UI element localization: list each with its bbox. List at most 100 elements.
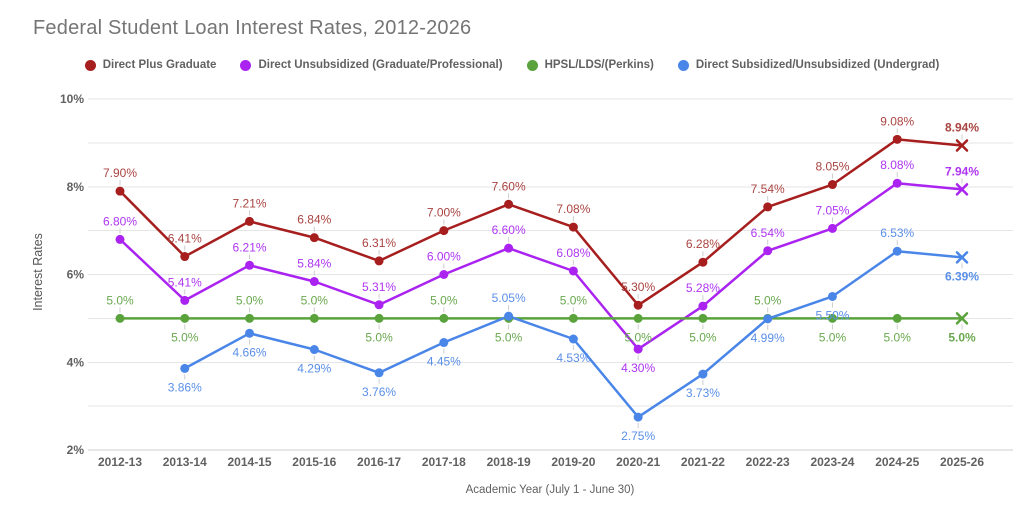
data-label: 5.0% <box>301 293 329 307</box>
data-label: 4.29% <box>297 362 331 376</box>
data-label: 8.05% <box>815 160 849 174</box>
data-point[interactable] <box>309 277 319 287</box>
data-label: 8.08% <box>880 158 914 172</box>
x-tick-label: 2015-16 <box>292 455 336 469</box>
data-point[interactable] <box>504 243 514 253</box>
data-point[interactable] <box>309 313 319 323</box>
data-point[interactable] <box>827 223 837 233</box>
data-label: 2.75% <box>621 429 655 443</box>
data-label: 6.84% <box>297 213 331 227</box>
data-point[interactable] <box>374 256 384 266</box>
data-point-x-marker[interactable] <box>955 312 969 325</box>
data-point[interactable] <box>633 344 643 354</box>
data-label: 5.31% <box>362 280 396 294</box>
data-label: 5.05% <box>492 291 526 305</box>
data-label: 7.54% <box>751 182 785 196</box>
data-point[interactable] <box>698 301 708 311</box>
data-point[interactable] <box>504 199 514 209</box>
data-point[interactable] <box>633 313 643 323</box>
data-point[interactable] <box>439 313 449 323</box>
legend-item-label: HPSL/LDS/(Perkins) <box>544 59 654 71</box>
data-label: 7.05% <box>815 203 849 217</box>
legend-item-0[interactable]: Direct Plus Graduate <box>84 59 217 71</box>
data-point[interactable] <box>115 234 125 244</box>
data-label: 5.0% <box>430 293 458 307</box>
data-point[interactable] <box>115 313 125 323</box>
data-point-x-marker[interactable] <box>955 251 969 264</box>
x-tick-label: 2016-17 <box>357 455 401 469</box>
data-point[interactable] <box>245 260 255 270</box>
data-label: 5.0% <box>624 330 652 344</box>
data-point[interactable] <box>568 313 578 323</box>
data-label: 6.39% <box>945 269 979 283</box>
x-tick-label: 2017-18 <box>422 455 466 469</box>
data-point[interactable] <box>763 314 773 324</box>
data-point[interactable] <box>439 338 449 348</box>
data-point[interactable] <box>439 270 449 279</box>
data-label: 5.0% <box>495 330 523 344</box>
x-tick-label: 2019-20 <box>551 455 595 469</box>
x-axis-title: Academic Year (July 1 - June 30) <box>465 484 635 496</box>
data-label: 8.94% <box>945 121 979 135</box>
data-point[interactable] <box>504 311 514 321</box>
data-point[interactable] <box>309 233 319 243</box>
data-point[interactable] <box>374 300 384 310</box>
data-point[interactable] <box>245 216 255 226</box>
data-point[interactable] <box>892 313 902 323</box>
data-point[interactable] <box>763 246 773 256</box>
data-point[interactable] <box>374 368 384 378</box>
data-point[interactable] <box>115 186 125 196</box>
data-point[interactable] <box>568 266 578 276</box>
data-point[interactable] <box>374 313 384 323</box>
legend-item-1[interactable]: Direct Unsubsidized (Graduate/Profession… <box>240 59 503 71</box>
data-point[interactable] <box>568 334 578 344</box>
data-point[interactable] <box>180 295 190 305</box>
data-label: 6.08% <box>556 246 590 260</box>
data-point[interactable] <box>633 412 643 422</box>
data-label: 5.50% <box>815 308 849 322</box>
data-point[interactable] <box>180 313 190 323</box>
data-point[interactable] <box>180 252 190 262</box>
data-point-x-marker[interactable] <box>955 139 969 152</box>
data-point[interactable] <box>245 328 255 338</box>
data-label: 5.0% <box>819 330 847 344</box>
data-point[interactable] <box>568 222 578 232</box>
legend-item-label: Direct Plus Graduate <box>102 59 217 71</box>
data-point[interactable] <box>827 180 837 190</box>
data-point[interactable] <box>698 257 708 267</box>
x-tick-label: 2018-19 <box>487 455 531 469</box>
data-label: 4.30% <box>621 361 655 375</box>
data-point[interactable] <box>245 313 255 323</box>
y-tick-label: 10% <box>60 92 84 106</box>
data-point[interactable] <box>827 313 837 323</box>
data-point[interactable] <box>180 363 190 373</box>
data-label: 5.0% <box>365 330 393 344</box>
data-point[interactable] <box>698 313 708 323</box>
data-label: 5.0% <box>171 330 199 344</box>
data-point[interactable] <box>763 202 773 212</box>
data-point[interactable] <box>698 369 708 379</box>
data-point[interactable] <box>439 226 449 236</box>
data-label: 3.76% <box>362 385 396 399</box>
legend-item-2[interactable]: HPSL/LDS/(Perkins) <box>526 59 654 71</box>
data-point[interactable] <box>892 246 902 256</box>
data-label: 4.66% <box>233 345 267 359</box>
data-label: 6.00% <box>427 250 461 264</box>
data-point[interactable] <box>827 291 837 301</box>
data-point-x-marker[interactable] <box>955 183 969 196</box>
data-label: 5.0% <box>560 293 588 307</box>
data-point[interactable] <box>892 134 902 144</box>
data-label: 7.08% <box>556 202 590 216</box>
data-label: 6.53% <box>880 226 914 240</box>
data-label: 7.60% <box>492 179 526 193</box>
data-point[interactable] <box>892 178 902 188</box>
data-label: 3.86% <box>168 380 202 394</box>
data-label: 5.0% <box>948 330 976 344</box>
y-tick-label: 8% <box>67 180 85 194</box>
data-label: 6.60% <box>492 223 526 237</box>
data-point[interactable] <box>309 345 319 355</box>
legend-item-3[interactable]: Direct Subsidized/Unsubsidized (Undergra… <box>677 59 939 71</box>
data-point[interactable] <box>633 300 643 310</box>
data-label: 5.0% <box>884 330 912 344</box>
